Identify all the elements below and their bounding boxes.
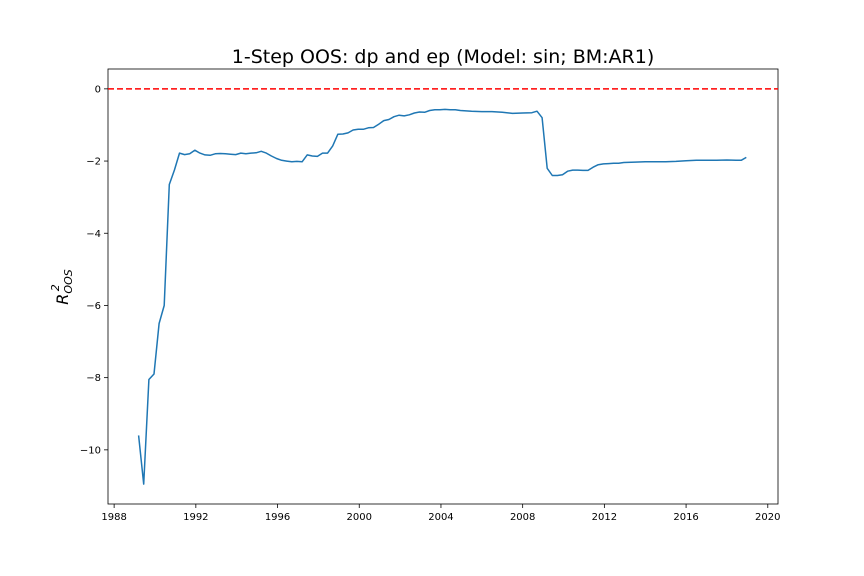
y-tick-label: −6 [86,301,101,312]
x-tick-label: 2008 [510,512,535,523]
y-axis-label: ROOS2 [49,269,75,304]
x-tick-label: 1988 [101,512,126,523]
y-axis-label-superscript: 2 [49,284,62,291]
x-tick-label: 2016 [673,512,698,523]
x-tick-label: 2000 [347,512,372,523]
y-tick-label: −4 [86,229,101,240]
y-axis-label-subscript: OOS [62,269,75,293]
series-line-0 [137,108,747,485]
y-axis: 0 −2 −4 −6 −8 −10 [80,84,108,456]
chart-title: 1-Step OOS: dp and ep (Model: sin; BM:AR… [232,46,654,68]
y-tick-label: 0 [95,84,101,95]
x-tick-label: 2020 [755,512,780,523]
x-tick-label: 2012 [592,512,617,523]
plot-frame [107,68,779,505]
x-tick-label: 2004 [428,512,453,523]
x-axis: 1988 1992 1996 2000 2004 2008 2012 2016 2020 [101,504,781,523]
y-tick-label: −2 [86,157,101,168]
y-axis-label-base: R [53,294,72,305]
x-tick-label: 1996 [265,512,290,523]
series-layer [137,108,747,485]
y-tick-label: −10 [80,445,101,456]
x-tick-label: 1992 [183,512,208,523]
y-tick-label: −8 [86,373,101,384]
plot-area [107,68,779,505]
